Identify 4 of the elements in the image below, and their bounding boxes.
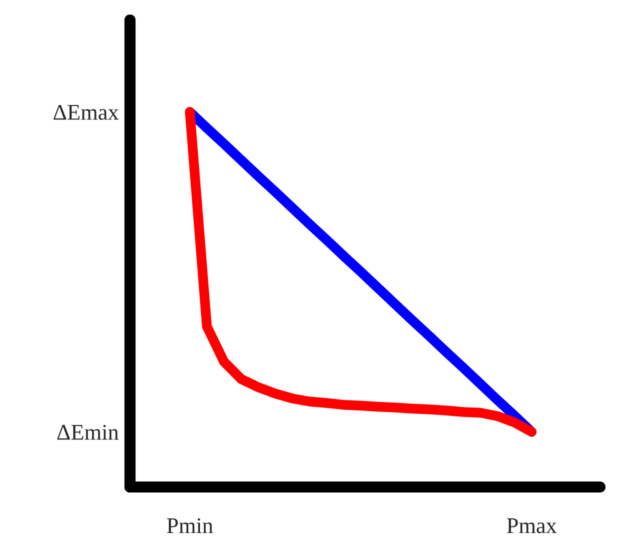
text: ΔEmin [57, 424, 119, 440]
x-tick-label: Pmax [506, 518, 557, 534]
text: ΔEmax [54, 104, 119, 120]
x-tick-label: Pmin [166, 518, 213, 533]
